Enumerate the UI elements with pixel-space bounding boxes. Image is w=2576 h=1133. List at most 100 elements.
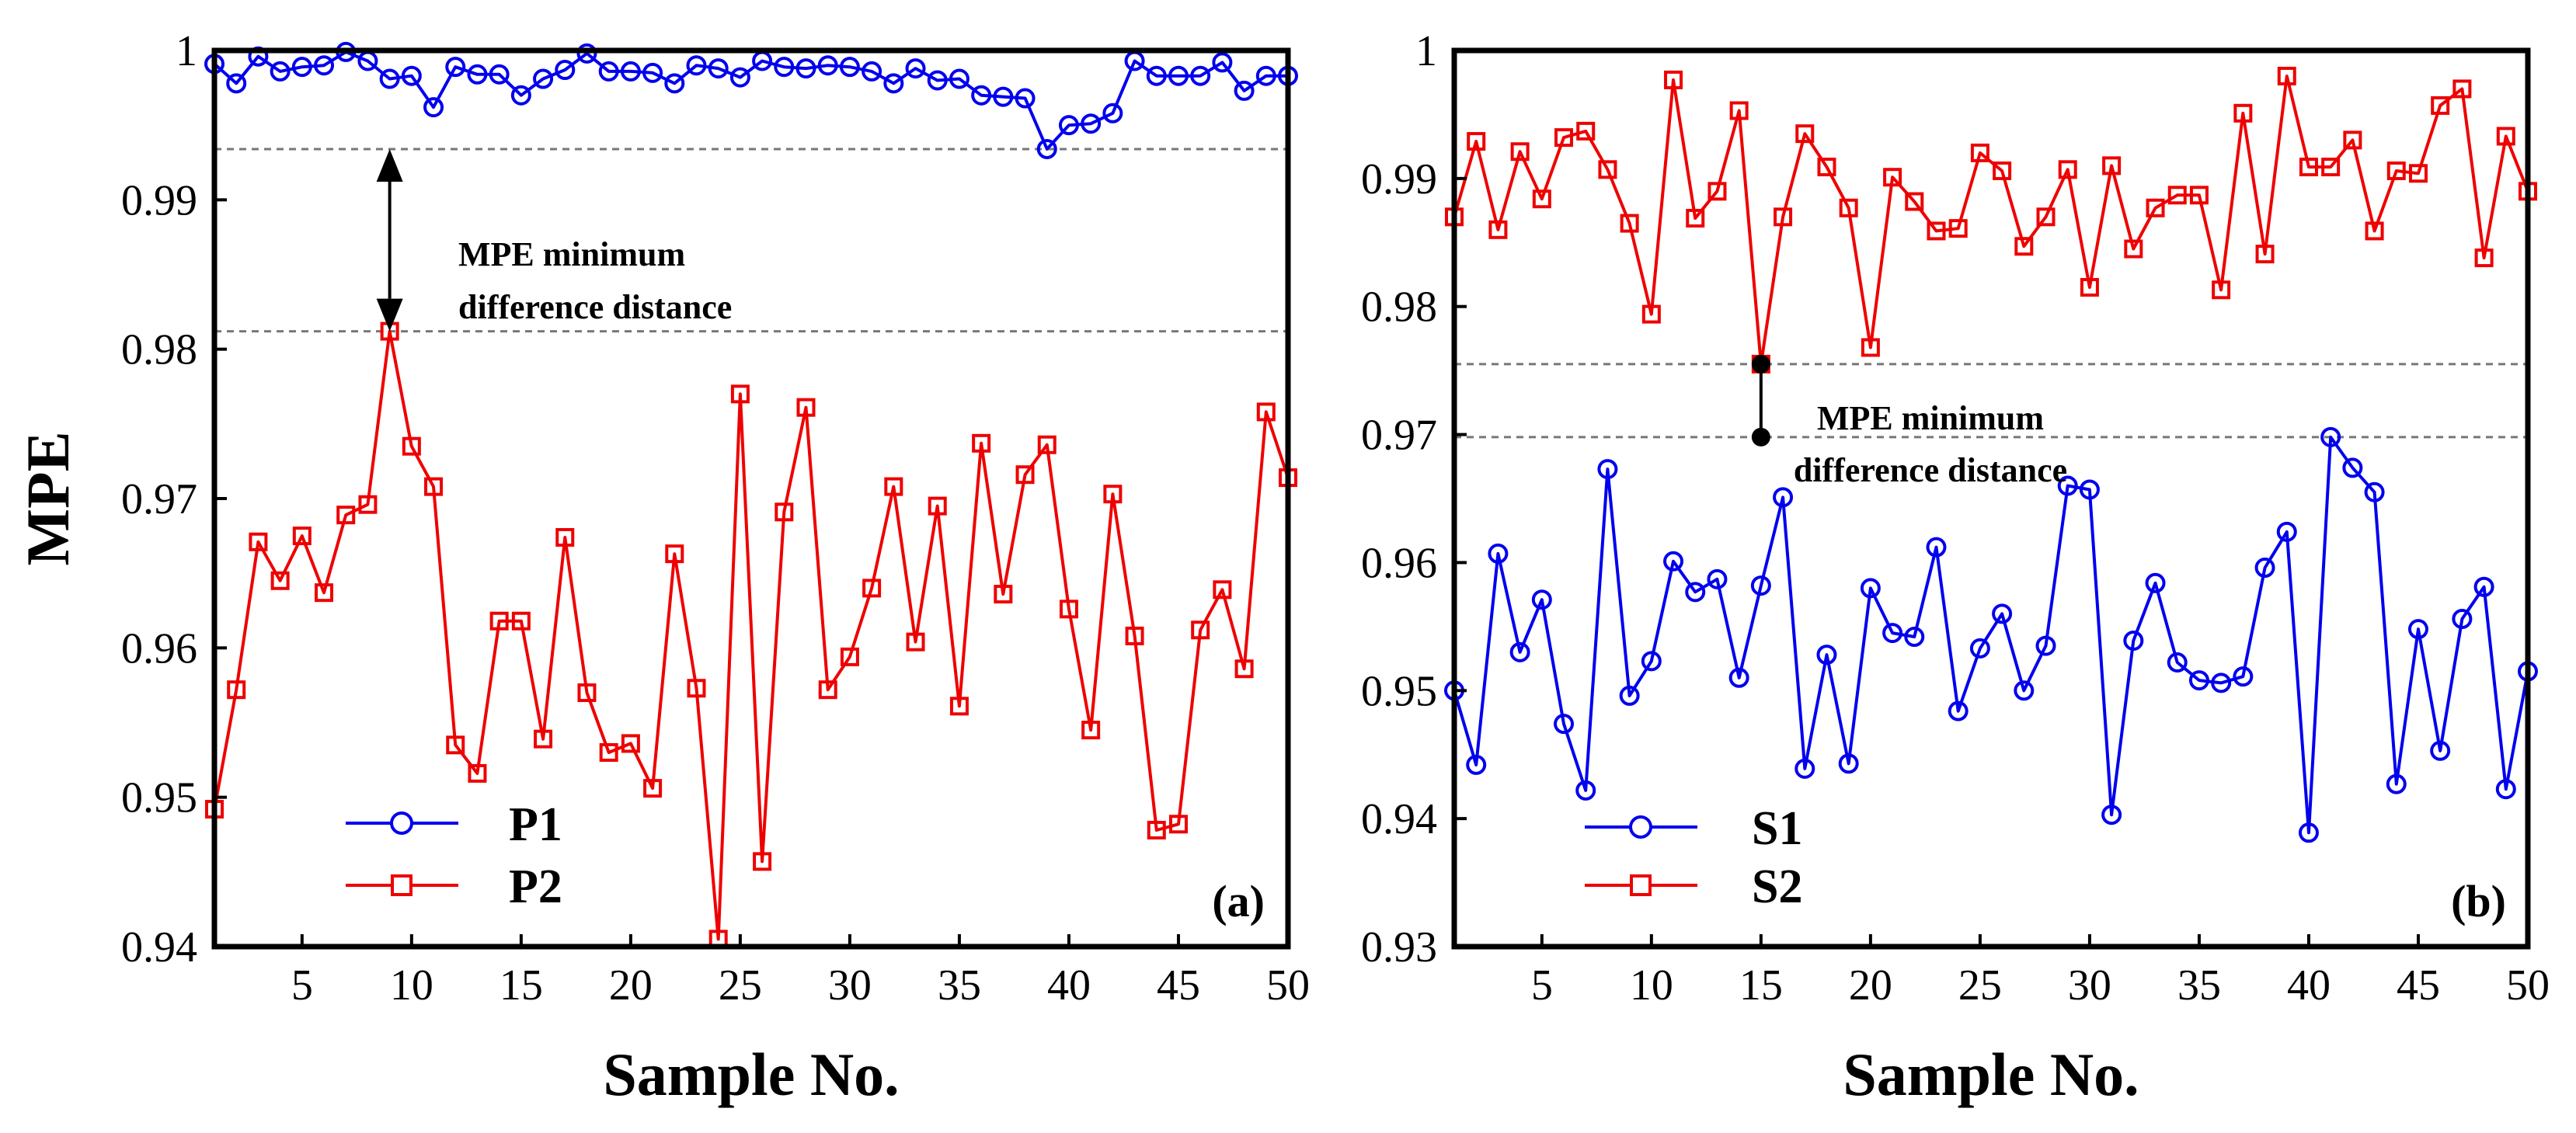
panel-b-annotation: MPE minimum difference distance (1751, 354, 2067, 489)
series-s2-point (2124, 239, 2143, 259)
series-p1-point (1081, 113, 1102, 134)
series-p1-point (971, 85, 992, 106)
series-p1-point (1058, 115, 1079, 136)
series-p1-point (708, 58, 729, 79)
series-s2-point (1532, 189, 1551, 209)
series-s2-point (2080, 277, 2099, 297)
panel-b-ytick-label: 0.95 (1361, 667, 1437, 715)
series-p2-point (489, 611, 509, 631)
series-p2-point (884, 477, 903, 496)
series-s2-point (2386, 161, 2406, 180)
panel-a-xtick-label: 10 (390, 961, 433, 1010)
series-s2-point (2146, 198, 2165, 217)
series-p2-point (1191, 620, 1210, 640)
series-p1-point (664, 73, 685, 94)
series-p1-point (576, 43, 597, 64)
panel-a-xtick-label: 45 (1157, 961, 1200, 1010)
series-s1-point (2233, 666, 2254, 687)
series-p2-point (599, 742, 618, 762)
series-s2-point (2431, 96, 2450, 115)
series-s1-point (2320, 426, 2341, 447)
panel-b-reference-lines (1454, 363, 2528, 439)
series-s2-point (2255, 245, 2275, 264)
panel-a-ytick-label: 0.94 (121, 923, 197, 971)
series-s1-point (2079, 479, 2100, 500)
series-s1-point (2407, 619, 2428, 640)
series-s1-point (2276, 521, 2297, 542)
series-s2-point (1905, 192, 1924, 211)
panel-a-xtick-label: 25 (719, 961, 762, 1010)
series-s1-point (2123, 630, 2144, 651)
series-p1-point (533, 68, 554, 89)
series-p1-point (949, 68, 969, 89)
series-p2-point (1059, 600, 1078, 619)
panel-a-xtick-label: 35 (938, 961, 981, 1010)
series-p2-point (1081, 721, 1101, 740)
panel-b-ytick-label: 0.98 (1361, 283, 1437, 332)
series-p2-point (468, 763, 487, 783)
series-p1-point (314, 55, 335, 76)
series-s1-point (1663, 551, 1684, 572)
series-s2-point (2299, 158, 2318, 177)
panel-b-annotation-dot-top (1751, 354, 1770, 374)
series-s1-point (1728, 667, 1749, 688)
series-s1-point (1882, 623, 1903, 644)
series-s2-point (2365, 221, 2384, 241)
panel-a-annotation: MPE minimum difference distance (376, 148, 732, 332)
series-p2-point (818, 680, 837, 700)
series-p2-point (730, 384, 750, 404)
legend-p2-marker (391, 874, 413, 896)
series-p1-point (1255, 65, 1276, 86)
series-s2-point (1707, 182, 1727, 201)
series-s2-point (1554, 128, 1574, 148)
series-p1-point (423, 97, 444, 118)
series-p2-point (1256, 402, 1276, 422)
series-s1-point (1948, 700, 1969, 721)
series-s2-point (2496, 127, 2515, 146)
series-p2-point (1015, 465, 1035, 485)
panel-a-annotation-arrowhead-bottom (376, 298, 403, 332)
series-s2-point (2212, 280, 2231, 300)
series-p1-point (993, 86, 1014, 107)
panel-a-annotation-arrowhead-top (376, 148, 403, 182)
series-p1-line (213, 50, 1288, 151)
series-s2-point (1839, 198, 1858, 217)
panel-a-label: (a) (1212, 876, 1265, 926)
series-p1-point (1190, 65, 1211, 86)
series-s1-point (2386, 773, 2407, 794)
series-s1-point (2035, 635, 2056, 656)
series-s2-point (1993, 161, 2012, 180)
series-s1-point (2495, 779, 2516, 800)
series-p2-point (687, 679, 706, 698)
series-s1-point (1904, 627, 1925, 648)
panel-a-legend: P1 P2 (346, 798, 562, 913)
series-p2-point (1234, 659, 1254, 679)
panel-b-xtick-label: 40 (2287, 961, 2331, 1010)
series-s1-point (2298, 822, 2319, 843)
series-p1-point (1146, 65, 1167, 86)
series-p1-point (226, 73, 247, 94)
series-s1-point (1750, 575, 1771, 596)
series-p2-point (534, 729, 553, 749)
panel-b-ytick-label: 0.99 (1361, 155, 1437, 203)
series-p1-point (905, 58, 926, 79)
panel-b-xtick-label: 5 (1531, 961, 1553, 1010)
series-p1-point (489, 64, 510, 85)
panel-a: 5 10 15 20 25 30 35 40 45 50 0.94 0.95 0.96 0.97 0.98 0… (14, 27, 1310, 1108)
series-s2-point (1861, 338, 1880, 357)
series-s1-point (1554, 714, 1575, 735)
panel-a-ytick-label: 0.99 (121, 176, 197, 224)
series-p2-point (358, 495, 378, 514)
series-s2-point (1883, 168, 1902, 187)
series-p2-point (753, 852, 772, 871)
series-s2-point (1729, 101, 1749, 120)
series-s2-point (2102, 156, 2122, 176)
panel-a-annotation-line1: MPE minimum (458, 235, 685, 273)
series-s1-point (1685, 582, 1706, 603)
series-s2-point (1686, 208, 1705, 228)
series-p2-point (840, 647, 859, 666)
series-s1-point (2473, 576, 2494, 597)
series-s2-point (1641, 304, 1661, 324)
panel-b-xtick-label: 10 (1630, 961, 1673, 1010)
